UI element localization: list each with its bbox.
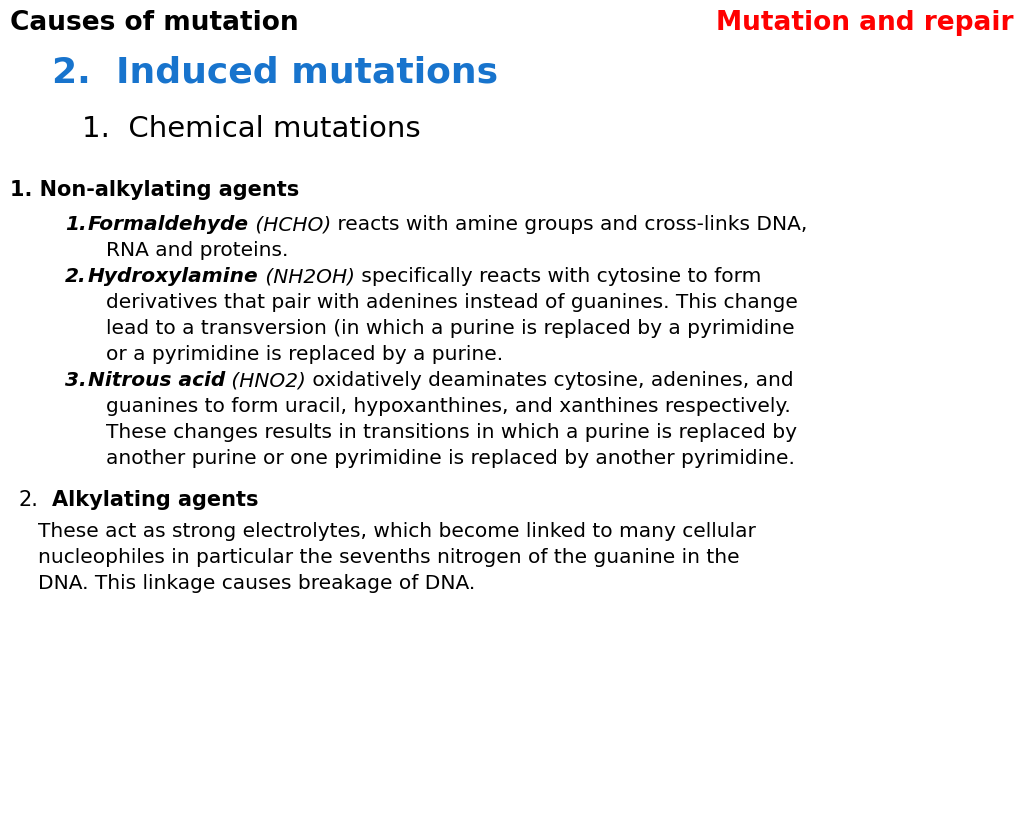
Text: (HNO2): (HNO2) xyxy=(225,371,306,390)
Text: 1.  Chemical mutations: 1. Chemical mutations xyxy=(82,115,421,143)
Text: derivatives that pair with adenines instead of guanines. This change: derivatives that pair with adenines inst… xyxy=(106,293,798,312)
Text: reacts with amine groups and cross-links DNA,: reacts with amine groups and cross-links… xyxy=(331,215,808,234)
Text: 2.: 2. xyxy=(18,490,38,510)
Text: 2.  Induced mutations: 2. Induced mutations xyxy=(52,55,498,89)
Text: DNA. This linkage causes breakage of DNA.: DNA. This linkage causes breakage of DNA… xyxy=(38,574,475,593)
Text: lead to a transversion (in which a purine is replaced by a pyrimidine: lead to a transversion (in which a purin… xyxy=(106,319,795,338)
Text: These act as strong electrolytes, which become linked to many cellular: These act as strong electrolytes, which … xyxy=(38,522,756,541)
Text: Formaldehyde: Formaldehyde xyxy=(88,215,249,234)
Text: Causes of mutation: Causes of mutation xyxy=(10,10,299,36)
Text: another purine or one pyrimidine is replaced by another pyrimidine.: another purine or one pyrimidine is repl… xyxy=(106,449,795,468)
Text: or a pyrimidine is replaced by a purine.: or a pyrimidine is replaced by a purine. xyxy=(106,345,503,364)
Text: oxidatively deaminates cytosine, adenines, and: oxidatively deaminates cytosine, adenine… xyxy=(306,371,794,390)
Text: These changes results in transitions in which a purine is replaced by: These changes results in transitions in … xyxy=(106,423,797,442)
Text: Alkylating agents: Alkylating agents xyxy=(52,490,258,510)
Text: specifically reacts with cytosine to form: specifically reacts with cytosine to for… xyxy=(354,267,761,286)
Text: RNA and proteins.: RNA and proteins. xyxy=(106,241,289,260)
Text: Mutation and repair: Mutation and repair xyxy=(717,10,1014,36)
Text: Nitrous acid: Nitrous acid xyxy=(88,371,225,390)
Text: 2.: 2. xyxy=(65,267,87,286)
Text: (HCHO): (HCHO) xyxy=(249,215,331,234)
Text: 1. Non-alkylating agents: 1. Non-alkylating agents xyxy=(10,180,299,200)
Text: Hydroxylamine: Hydroxylamine xyxy=(88,267,259,286)
Text: nucleophiles in particular the sevenths nitrogen of the guanine in the: nucleophiles in particular the sevenths … xyxy=(38,548,739,567)
Text: 3.: 3. xyxy=(65,371,87,390)
Text: 1.: 1. xyxy=(65,215,87,234)
Text: guanines to form uracil, hypoxanthines, and xanthines respectively.: guanines to form uracil, hypoxanthines, … xyxy=(106,397,791,416)
Text: (NH2OH): (NH2OH) xyxy=(259,267,354,286)
